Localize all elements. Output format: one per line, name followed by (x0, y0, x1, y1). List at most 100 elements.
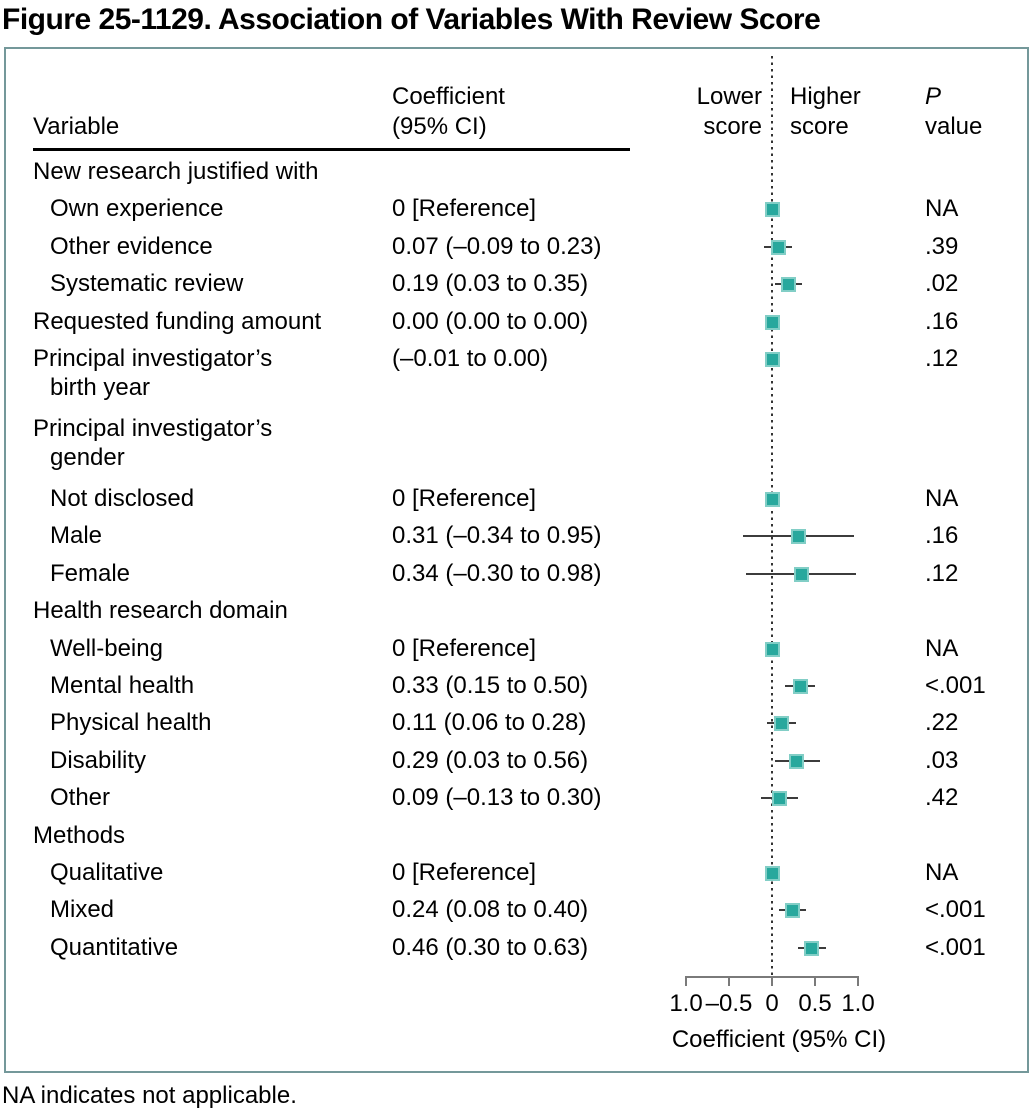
row-coefficient-text: 0.31 (–0.34 to 0.95) (392, 522, 602, 549)
row-variable-label: Systematic review (50, 270, 244, 297)
row-p-value: NA (925, 195, 959, 222)
point-estimate-marker (804, 940, 820, 956)
x-axis-tick (728, 976, 730, 986)
row-p-value: <.001 (925, 672, 986, 699)
column-header-lower-line2: score (703, 113, 762, 140)
point-estimate-marker (780, 276, 796, 292)
row-coefficient-text: 0.19 (0.03 to 0.35) (392, 270, 589, 297)
point-estimate-marker (772, 790, 788, 806)
zero-reference-line (771, 56, 773, 976)
row-p-value: .22 (925, 709, 959, 736)
row-coefficient-text: 0 [Reference] (392, 195, 537, 222)
point-estimate-marker (770, 239, 786, 255)
x-axis-caption: Coefficient (95% CI) (671, 1026, 887, 1053)
row-variable-label: Quantitative (50, 934, 179, 961)
row-variable-label: Principal investigator’s (33, 345, 273, 372)
row-p-value: <.001 (925, 896, 986, 923)
point-estimate-marker (764, 314, 780, 330)
row-coefficient-text: 0.24 (0.08 to 0.40) (392, 896, 589, 923)
point-estimate-marker (764, 201, 780, 217)
row-variable-label: Requested funding amount (33, 308, 322, 335)
row-variable-label: New research justified with (33, 158, 319, 185)
row-variable-label: Principal investigator’s (33, 415, 273, 442)
point-estimate-marker (792, 678, 808, 694)
row-variable-label: Mixed (50, 896, 115, 923)
column-header-variable: Variable (33, 113, 120, 140)
point-estimate-marker (773, 715, 789, 731)
row-variable-label: Health research domain (33, 597, 288, 624)
row-variable-label: Female (50, 560, 131, 587)
row-p-value: <.001 (925, 934, 986, 961)
row-coefficient-text: 0.00 (0.00 to 0.00) (392, 308, 589, 335)
row-p-value: .12 (925, 345, 959, 372)
row-p-value: NA (925, 485, 959, 512)
row-variable-label: Physical health (50, 709, 212, 736)
point-estimate-marker (764, 491, 780, 507)
x-tick-label: 0.5 (798, 990, 832, 1017)
column-header-p-value: P value (925, 82, 982, 142)
point-estimate-marker (793, 566, 809, 582)
figure-title: Figure 25-1129. Association of Variables… (2, 3, 821, 36)
column-header-higher-line2: score (790, 113, 849, 140)
column-header-higher-line1: Higher (790, 83, 861, 110)
x-axis-tick (685, 976, 687, 986)
row-coefficient-text: 0.34 (–0.30 to 0.98) (392, 560, 602, 587)
row-variable-label: Male (50, 522, 103, 549)
x-tick-label: 1.0 (669, 990, 703, 1017)
figure-footnote: NA indicates not applicable. (2, 1082, 297, 1109)
row-variable-label: Disability (50, 747, 147, 774)
row-variable-label: Own experience (50, 195, 224, 222)
column-header-p-line1: P (925, 83, 942, 110)
row-variable-label: birth year (50, 374, 151, 401)
row-variable-label: Other evidence (50, 233, 213, 260)
column-header-coefficient-line2: (95% CI) (392, 113, 487, 140)
row-variable-label: Qualitative (50, 859, 164, 886)
row-variable-label: Not disclosed (50, 485, 195, 512)
row-p-value: NA (925, 859, 959, 886)
row-variable-label: Mental health (50, 672, 195, 699)
column-header-lower-line1: Lower (696, 83, 762, 110)
row-p-value: .42 (925, 784, 959, 811)
row-coefficient-text: 0.33 (0.15 to 0.50) (392, 672, 589, 699)
x-axis-tick (771, 976, 773, 986)
row-coefficient-text: 0.07 (–0.09 to 0.23) (392, 233, 602, 260)
point-estimate-marker (764, 351, 780, 367)
x-tick-label: –0.5 (705, 990, 753, 1017)
row-p-value: NA (925, 635, 959, 662)
column-header-higher-score: Higher score (790, 82, 861, 142)
column-header-lower-score: Lower score (592, 82, 762, 142)
row-p-value: .16 (925, 522, 959, 549)
row-p-value: .02 (925, 270, 959, 297)
point-estimate-marker (789, 753, 805, 769)
row-p-value: .16 (925, 308, 959, 335)
row-variable-label: Well-being (50, 635, 163, 662)
row-coefficient-text: (–0.01 to 0.00) (392, 345, 549, 372)
header-rule (33, 148, 630, 151)
column-header-coefficient: Coefficient (95% CI) (392, 82, 505, 142)
column-header-p-line2: value (925, 113, 983, 140)
row-coefficient-text: 0 [Reference] (392, 859, 537, 886)
row-variable-label: Other (50, 784, 111, 811)
row-p-value: .12 (925, 560, 959, 587)
row-coefficient-text: 0.29 (0.03 to 0.56) (392, 747, 589, 774)
row-coefficient-text: 0.09 (–0.13 to 0.30) (392, 784, 602, 811)
x-tick-label: 1.0 (841, 990, 875, 1017)
row-variable-label: Methods (33, 822, 126, 849)
column-header-coefficient-line1: Coefficient (392, 83, 505, 110)
x-axis-tick (814, 976, 816, 986)
point-estimate-marker (785, 902, 801, 918)
point-estimate-marker (764, 865, 780, 881)
point-estimate-marker (764, 641, 780, 657)
x-axis-tick (857, 976, 859, 986)
x-tick-label: 0 (765, 990, 779, 1017)
row-variable-label: gender (50, 444, 125, 471)
row-coefficient-text: 0.46 (0.30 to 0.63) (392, 934, 589, 961)
row-p-value: .03 (925, 747, 959, 774)
figure-panel (4, 47, 1029, 1073)
row-p-value: .39 (925, 233, 959, 260)
row-coefficient-text: 0 [Reference] (392, 485, 537, 512)
point-estimate-marker (791, 528, 807, 544)
row-coefficient-text: 0.11 (0.06 to 0.28) (392, 709, 587, 736)
row-coefficient-text: 0 [Reference] (392, 635, 537, 662)
